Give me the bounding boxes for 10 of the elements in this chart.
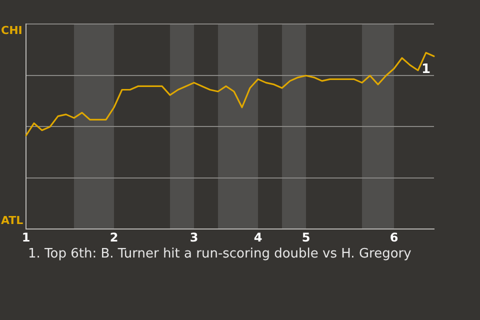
x-tick-label: 1 [22,230,30,244]
x-tick-label: 5 [302,230,310,244]
text: CHI [1,24,22,37]
x-tick-label: 6 [390,230,398,244]
x-tick-label: 3 [190,230,198,244]
x-tick-label: 4 [254,230,262,244]
text: ATL [1,214,24,227]
annotation: 1 [421,62,431,78]
x-tick-label: 2 [110,230,118,244]
text: 1. Top 6th: B. Turner hit a run-scoring double vs H. Gregory [28,246,412,262]
